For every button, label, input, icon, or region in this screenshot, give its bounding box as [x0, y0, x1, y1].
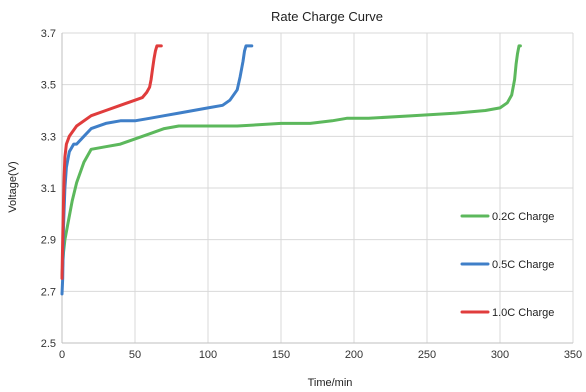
x-tick-label: 200 [345, 349, 363, 361]
y-tick-label: 2.5 [41, 338, 56, 350]
grid-lines [61, 32, 574, 344]
x-tick-label: 300 [491, 349, 509, 361]
y-tick-label: 3.7 [41, 28, 56, 40]
x-tick-label: 250 [418, 349, 436, 361]
y-tick-label: 2.9 [41, 235, 56, 247]
x-tick-label: 0 [59, 349, 65, 361]
y-tick-labels: 2.5 2.7 2.9 3.1 3.3 3.5 3.7 [41, 28, 56, 350]
chart-title: Rate Charge Curve [271, 9, 383, 24]
x-axis-title: Time/min [308, 377, 353, 389]
legend-label-1-0c-charge: 1.0C Charge [492, 307, 554, 319]
legend-label-0-2c-charge: 0.2C Charge [492, 211, 554, 223]
x-tick-label: 100 [199, 349, 217, 361]
series-line-0-5c-charge [60, 44, 254, 296]
y-tick-label: 3.1 [41, 183, 56, 195]
series-line-0-2c-charge [60, 44, 522, 278]
legend: 0.2C Charge 0.5C Charge 1.0C Charge [460, 211, 554, 319]
y-tick-label: 3.3 [41, 131, 56, 143]
x-tick-label: 350 [564, 349, 582, 361]
x-tick-labels: 0 50 100 150 200 250 300 350 [59, 349, 582, 361]
series-layer [60, 44, 522, 296]
x-tick-label: 150 [272, 349, 290, 361]
y-axis-title: Voltage(V) [7, 161, 19, 212]
y-tick-label: 2.7 [41, 286, 56, 298]
y-tick-label: 3.5 [41, 80, 56, 92]
x-tick-label: 50 [129, 349, 141, 361]
legend-label-0-5c-charge: 0.5C Charge [492, 259, 554, 271]
series-line-1-0c-charge [60, 44, 163, 280]
